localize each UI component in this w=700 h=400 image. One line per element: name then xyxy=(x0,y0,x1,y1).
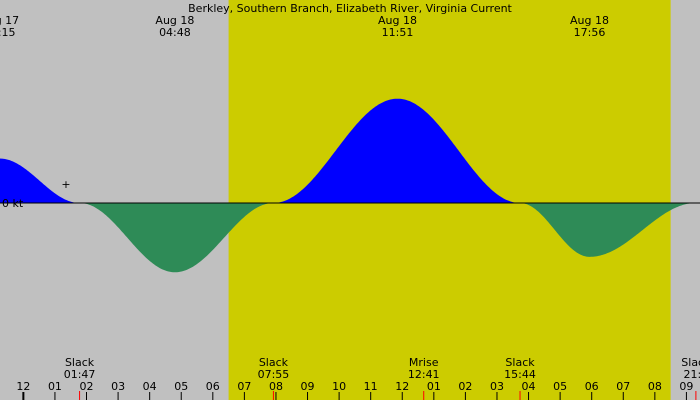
x-tick-label: 06 xyxy=(206,380,220,393)
zero-axis-label: 0 kt xyxy=(2,197,24,210)
x-tick-label: 01 xyxy=(48,380,62,393)
slack-label: Slack xyxy=(505,356,535,369)
moonrise-label: Mrise xyxy=(409,356,439,369)
event-date-label: Aug 18 xyxy=(378,14,417,27)
x-tick-label: 03 xyxy=(490,380,504,393)
x-tick-label: 06 xyxy=(585,380,599,393)
x-tick-label: 12 xyxy=(16,380,30,393)
x-tick-label: 04 xyxy=(143,380,157,393)
event-time-label: 17:56 xyxy=(574,26,606,39)
ebb-area xyxy=(521,203,696,257)
x-tick-label: 11 xyxy=(364,380,378,393)
ebb-area xyxy=(80,203,274,273)
slack-label: Slack xyxy=(681,356,700,369)
moonrise-time: 12:41 xyxy=(408,368,440,381)
event-time-label: 11:51 xyxy=(382,26,414,39)
x-tick-label: 07 xyxy=(616,380,630,393)
slack-time: 21:2 xyxy=(684,368,700,381)
x-tick-label: 02 xyxy=(80,380,94,393)
x-tick-label: 09 xyxy=(301,380,315,393)
x-tick-label: 05 xyxy=(553,380,567,393)
x-tick-label: 08 xyxy=(269,380,283,393)
flood-area xyxy=(0,158,80,203)
cursor-plus-icon: + xyxy=(61,178,70,191)
x-tick-label: 07 xyxy=(237,380,251,393)
event-time-label: 23:15 xyxy=(0,26,16,39)
event-date-label: Aug 17 xyxy=(0,14,19,27)
slack-time: 01:47 xyxy=(64,368,96,381)
x-tick-label: 02 xyxy=(458,380,472,393)
x-tick-label: 03 xyxy=(111,380,125,393)
x-tick-label: 05 xyxy=(174,380,188,393)
chart-title: Berkley, Southern Branch, Elizabeth Rive… xyxy=(188,2,512,15)
slack-time: 07:55 xyxy=(258,368,290,381)
x-tick-label: 09 xyxy=(679,380,693,393)
event-time-label: 04:48 xyxy=(159,26,191,39)
x-tick-label: 10 xyxy=(332,380,346,393)
slack-label: Slack xyxy=(65,356,95,369)
x-tick-label: 04 xyxy=(522,380,536,393)
x-tick-label: 12 xyxy=(395,380,409,393)
slack-time: 15:44 xyxy=(504,368,536,381)
x-tick-label: 01 xyxy=(427,380,441,393)
slack-label: Slack xyxy=(259,356,289,369)
event-date-label: Aug 18 xyxy=(570,14,609,27)
event-date-label: Aug 18 xyxy=(155,14,194,27)
flood-area xyxy=(274,98,521,203)
x-tick-label: 08 xyxy=(648,380,662,393)
